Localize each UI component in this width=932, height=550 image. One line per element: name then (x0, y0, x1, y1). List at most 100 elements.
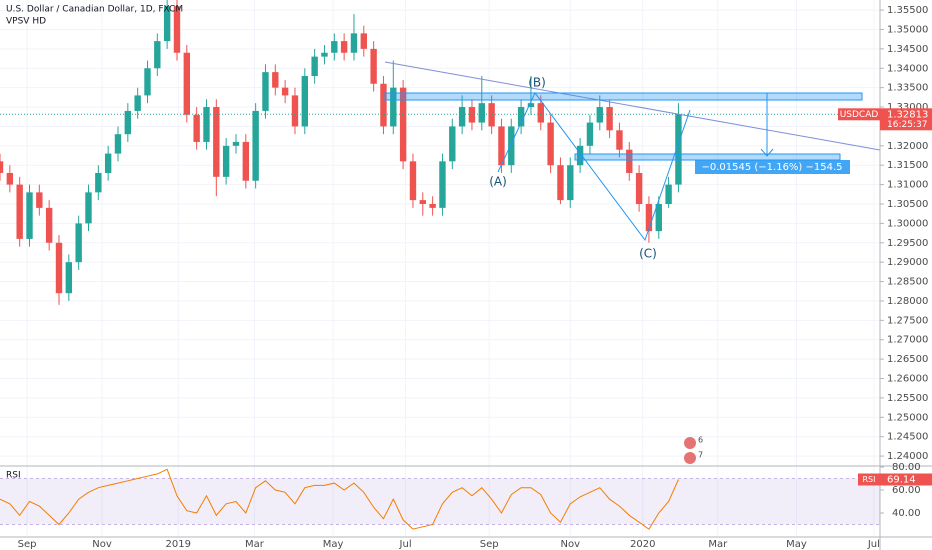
candle-body (616, 130, 623, 150)
candle-body (193, 114, 200, 142)
measure-arrowhead (760, 148, 774, 157)
candle-body (606, 107, 613, 131)
trend-line (384, 61, 881, 151)
candle-body (55, 242, 63, 294)
y-tick-label: 1.27500 (887, 315, 928, 326)
candle-body (311, 56, 318, 77)
symbol-tag (838, 108, 880, 121)
y-tick-label: 1.35000 (887, 24, 928, 35)
candle-body (675, 114, 682, 185)
axes: 1.24000 1.24500 1.25000 1.25500 1.26000 1.265… (0, 5, 932, 550)
y-tick-label: 1.30000 (887, 218, 928, 229)
candle-body (144, 68, 151, 96)
rsi-tick-label: 40.00 (892, 508, 921, 519)
y-tick-label: 1.33500 (887, 83, 928, 94)
resistance-zone (384, 92, 863, 101)
candle-body (95, 172, 102, 193)
wave-label: (C) (639, 247, 657, 261)
candle-body (655, 203, 662, 232)
y-tick-label: 1.25000 (887, 412, 928, 423)
candle-body (399, 87, 407, 162)
candle-body (449, 126, 456, 162)
y-tick-label: 1.24000 (887, 451, 928, 462)
candle-body (85, 192, 92, 224)
x-tick-label: Sep (480, 539, 499, 550)
candle-body (626, 149, 633, 173)
x-tick-label: Nov (561, 539, 581, 550)
event-icon[interactable] (684, 437, 696, 449)
candle-body (458, 107, 466, 127)
candle-body (331, 41, 338, 53)
rsi-tag (858, 473, 880, 486)
candle-body (547, 122, 554, 166)
candle-body (75, 223, 82, 263)
event-icon[interactable] (684, 452, 696, 464)
candle-body (527, 103, 535, 108)
x-tick-label: May (786, 539, 807, 550)
y-tick-label: 1.26000 (887, 374, 928, 385)
x-tick-label: 2020 (630, 539, 655, 550)
rsi-tag-label: RSI (863, 475, 876, 484)
candle-body (508, 126, 515, 166)
chart-title: U.S. Dollar / Canadian Dollar, 1D, FXCM (6, 5, 183, 15)
candle-body (26, 192, 33, 239)
y-tick-label: 1.35500 (887, 5, 928, 16)
candle-body (45, 207, 53, 243)
candle-body (262, 72, 269, 111)
candle-body (429, 203, 436, 208)
indicator-label: VPSV HD (6, 17, 46, 27)
candle-body (586, 122, 594, 146)
candle-body (6, 172, 14, 185)
rsi-line (0, 468, 679, 530)
y-tick-label: 1.34000 (887, 63, 928, 74)
candle-body (301, 76, 308, 127)
candle-body (183, 52, 191, 115)
y-tick-label: 1.24500 (887, 432, 928, 443)
candle-body (360, 33, 367, 49)
y-tick-label: 1.28000 (887, 296, 928, 307)
wave-label: (A) (489, 175, 507, 189)
y-tick-label: 1.25500 (887, 393, 928, 404)
candle-body (596, 107, 603, 123)
candle-body (291, 95, 299, 127)
y-tick-label: 1.26500 (887, 354, 928, 365)
y-tick-label: 1.28500 (887, 277, 928, 288)
countdown-label: 16:25:37 (887, 120, 927, 130)
y-tick-label: 1.31500 (887, 160, 928, 171)
candle-body (124, 110, 132, 135)
candle-body (576, 145, 584, 166)
candle-body (409, 161, 417, 201)
candle-body (340, 41, 348, 53)
candle-body (0, 161, 4, 173)
candle-body (222, 145, 230, 177)
x-tick-label: Nov (92, 539, 112, 550)
y-tick-label: 1.34500 (887, 44, 928, 55)
candle-body (419, 200, 426, 204)
candle-body (65, 262, 73, 294)
candle-body (272, 72, 279, 88)
event-count: 7 (698, 451, 703, 460)
candle-body (517, 107, 525, 127)
candle-body (557, 165, 564, 201)
candle-body (203, 107, 210, 142)
candle-body (665, 184, 672, 204)
rsi-tick-label: 60.00 (892, 485, 921, 496)
y-tick-label: 1.27000 (887, 335, 928, 346)
x-tick-label: 2019 (165, 539, 190, 550)
price-tag (880, 108, 932, 131)
rsi-band (0, 478, 880, 525)
candle-body (635, 172, 643, 204)
candle-body (36, 192, 43, 208)
candle-body (321, 52, 328, 57)
wave-lines (497, 92, 691, 242)
candle-body (104, 153, 112, 173)
y-tick-label: 1.30500 (887, 199, 928, 210)
candle-body (498, 126, 505, 166)
candle-body (163, 6, 171, 42)
candle-body (390, 87, 397, 127)
candle-body (370, 48, 377, 84)
wave-label: (B) (528, 76, 546, 90)
y-tick-label: 1.32000 (887, 141, 928, 152)
